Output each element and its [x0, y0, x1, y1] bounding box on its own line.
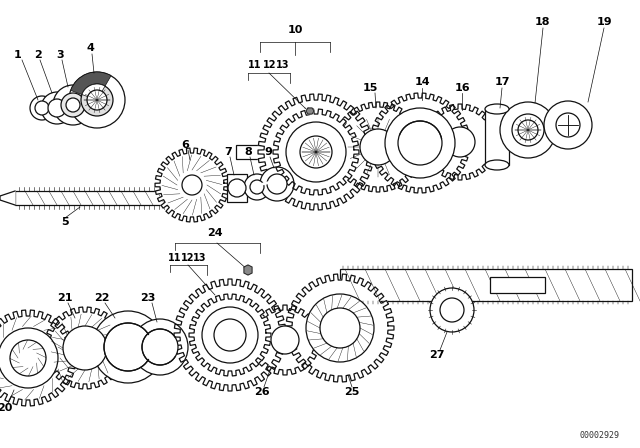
Text: 16: 16: [454, 83, 470, 93]
Polygon shape: [370, 93, 470, 193]
Bar: [490, 277, 545, 293]
Text: 8: 8: [244, 147, 252, 157]
Circle shape: [306, 294, 374, 362]
Text: 25: 25: [344, 387, 360, 397]
Wedge shape: [82, 84, 105, 100]
Polygon shape: [244, 265, 252, 275]
Text: 20: 20: [0, 403, 13, 413]
Circle shape: [300, 136, 332, 168]
Polygon shape: [258, 94, 374, 210]
Circle shape: [0, 328, 58, 388]
Ellipse shape: [485, 104, 509, 114]
Polygon shape: [273, 109, 359, 195]
Circle shape: [320, 308, 360, 348]
Polygon shape: [286, 274, 394, 382]
Polygon shape: [333, 102, 423, 192]
Polygon shape: [44, 307, 126, 389]
Circle shape: [10, 340, 46, 376]
Circle shape: [544, 101, 592, 149]
Polygon shape: [306, 108, 314, 114]
Circle shape: [445, 127, 475, 157]
Circle shape: [132, 319, 188, 375]
Circle shape: [48, 99, 66, 117]
Circle shape: [87, 90, 107, 110]
Polygon shape: [0, 191, 15, 205]
Circle shape: [63, 326, 107, 370]
Wedge shape: [70, 72, 111, 100]
Circle shape: [500, 102, 556, 158]
Text: 3: 3: [56, 50, 64, 60]
Circle shape: [69, 72, 125, 128]
Text: 13: 13: [193, 253, 207, 263]
Text: 1: 1: [14, 50, 22, 60]
Bar: [15, 191, 215, 205]
Circle shape: [360, 129, 396, 165]
Text: 19: 19: [596, 17, 612, 27]
Circle shape: [202, 307, 258, 363]
Text: 14: 14: [414, 77, 430, 87]
Text: 17: 17: [494, 77, 509, 87]
Circle shape: [228, 179, 246, 197]
Text: 24: 24: [207, 228, 223, 238]
Text: 21: 21: [57, 293, 73, 303]
Circle shape: [440, 298, 464, 322]
Bar: [485, 109, 509, 165]
Circle shape: [81, 84, 113, 116]
Text: 2: 2: [34, 50, 42, 60]
Circle shape: [271, 326, 299, 354]
Text: 23: 23: [140, 293, 156, 303]
Text: 11: 11: [168, 253, 182, 263]
Text: 27: 27: [429, 350, 445, 360]
Text: 15: 15: [362, 83, 378, 93]
Bar: [227, 174, 247, 202]
Circle shape: [214, 319, 246, 351]
Text: 18: 18: [534, 17, 550, 27]
Text: 5: 5: [61, 217, 69, 227]
Text: 10: 10: [287, 25, 303, 35]
Text: 13: 13: [276, 60, 290, 70]
Text: 12: 12: [263, 60, 276, 70]
Polygon shape: [174, 279, 286, 391]
Bar: [236, 145, 396, 159]
Circle shape: [244, 174, 270, 200]
Circle shape: [250, 180, 264, 194]
Bar: [160, 327, 330, 343]
Circle shape: [61, 93, 85, 117]
Polygon shape: [155, 148, 229, 222]
Text: 22: 22: [94, 293, 109, 303]
Circle shape: [512, 114, 544, 146]
Text: 11: 11: [248, 60, 262, 70]
Text: 00002929: 00002929: [580, 431, 620, 439]
Circle shape: [53, 85, 93, 125]
Circle shape: [430, 288, 474, 332]
Circle shape: [267, 174, 287, 194]
Circle shape: [92, 311, 164, 383]
Circle shape: [35, 101, 49, 115]
Circle shape: [30, 96, 54, 120]
Text: 4: 4: [86, 43, 94, 53]
Circle shape: [66, 98, 80, 112]
Circle shape: [398, 121, 442, 165]
Text: 6: 6: [181, 140, 189, 150]
Ellipse shape: [485, 160, 509, 170]
Circle shape: [518, 120, 538, 140]
Circle shape: [182, 175, 202, 195]
Bar: [340, 269, 632, 301]
Circle shape: [41, 92, 73, 124]
Text: 7: 7: [224, 147, 232, 157]
Polygon shape: [189, 294, 271, 376]
Polygon shape: [422, 104, 498, 180]
Polygon shape: [250, 305, 320, 375]
Circle shape: [286, 122, 346, 182]
Polygon shape: [0, 310, 76, 406]
Circle shape: [556, 113, 580, 137]
Circle shape: [260, 167, 294, 201]
Circle shape: [104, 323, 152, 371]
Text: 9: 9: [264, 147, 272, 157]
Text: 12: 12: [181, 253, 195, 263]
Circle shape: [142, 329, 178, 365]
Circle shape: [385, 108, 455, 178]
Text: 26: 26: [254, 387, 270, 397]
